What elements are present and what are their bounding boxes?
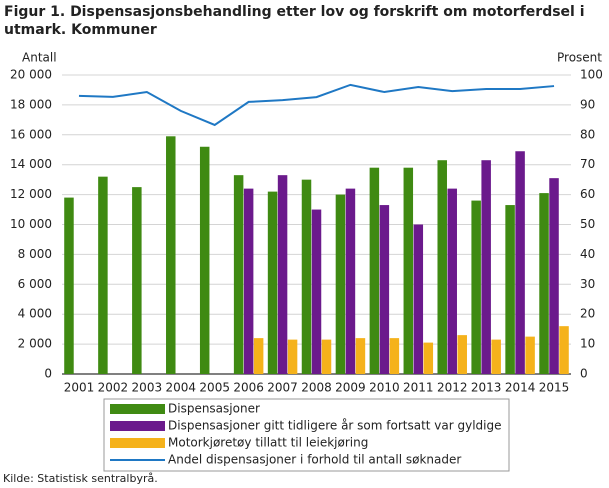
x-tick-label: 2009: [335, 381, 366, 395]
y-tick-label: 12 000: [10, 187, 52, 201]
y2-tick-label: 40: [580, 247, 595, 261]
y2-tick-label: 60: [580, 187, 595, 201]
bar: [549, 178, 559, 374]
y-tick-label: 16 000: [10, 127, 52, 141]
y2-tick-label: 0: [580, 367, 588, 381]
bar: [267, 191, 278, 374]
y-tick-label: 18 000: [10, 97, 52, 111]
x-tick-label: 2015: [539, 381, 570, 395]
y2-tick-label: 30: [580, 277, 595, 291]
legend-swatch: [110, 404, 165, 414]
bar: [166, 136, 176, 374]
y-tick-label: 6 000: [18, 277, 52, 291]
bar: [491, 339, 501, 374]
bar: [525, 336, 535, 374]
x-tick-label: 2010: [369, 381, 400, 395]
x-tick-label: 2001: [64, 381, 95, 395]
legend-label: Andel dispensasjoner i forhold til antal…: [168, 453, 461, 467]
y2-tick-label: 80: [580, 127, 595, 141]
bar: [287, 339, 298, 374]
legend-label: Dispensasjoner gitt tidligere år som for…: [168, 419, 502, 433]
x-tick-label: 2004: [165, 381, 196, 395]
bar: [301, 179, 312, 374]
bar: [447, 188, 457, 374]
legend-swatch: [110, 421, 165, 431]
x-tick-label: 2007: [267, 381, 298, 395]
bar: [253, 338, 264, 374]
x-tick-label: 2011: [403, 381, 434, 395]
bar: [539, 193, 549, 374]
legend-label: Dispensasjoner: [168, 402, 260, 416]
bar: [64, 197, 74, 374]
y-tick-label: 2 000: [18, 337, 52, 351]
bar: [389, 338, 400, 374]
bar: [457, 335, 467, 374]
bar: [277, 175, 288, 374]
bar: [132, 187, 142, 374]
y-axis-label: Antall: [22, 51, 57, 65]
bar: [321, 339, 332, 374]
source: Kilde: Statistisk sentralbyrå.: [3, 472, 158, 485]
y-tick-label: 4 000: [18, 307, 52, 321]
bar: [559, 326, 569, 374]
bar: [355, 338, 366, 374]
bar: [481, 160, 491, 374]
bar: [379, 205, 390, 374]
bar: [199, 146, 210, 374]
y2-tick-label: 90: [580, 97, 595, 111]
chart-title: Figur 1. Dispensasjonsbehandling etter l…: [4, 4, 585, 38]
bar: [345, 188, 356, 374]
bar: [403, 167, 414, 374]
y-tick-label: 10 000: [10, 217, 52, 231]
x-tick-label: 2013: [471, 381, 502, 395]
y2-tick-label: 100: [580, 68, 603, 82]
bar: [423, 342, 434, 374]
y2-tick-label: 70: [580, 157, 595, 171]
bar: [471, 200, 481, 374]
bar: [369, 167, 380, 374]
bar: [413, 224, 424, 374]
x-tick-label: 2005: [199, 381, 230, 395]
x-tick-label: 2002: [98, 381, 129, 395]
y-tick-label: 0: [44, 367, 52, 381]
x-tick-label: 2008: [301, 381, 332, 395]
legend-label: Motorkjøretøy tillatt til leiekjøring: [168, 436, 368, 450]
bar: [335, 194, 346, 374]
bar: [437, 160, 447, 374]
line: [78, 83, 555, 127]
y2-axis-label: Prosent: [557, 51, 602, 65]
x-tick-label: 2012: [437, 381, 468, 395]
legend-box: [103, 398, 510, 472]
y-tick-label: 8 000: [18, 247, 52, 261]
y2-tick-label: 20: [580, 307, 595, 321]
bar: [98, 176, 108, 374]
y-tick-label: 14 000: [10, 157, 52, 171]
y-tick-label: 20 000: [10, 68, 52, 82]
x-tick-label: 2006: [233, 381, 264, 395]
y2-tick-label: 10: [580, 337, 595, 351]
bar: [233, 175, 244, 374]
x-tick-label: 2014: [505, 381, 536, 395]
bar: [505, 205, 515, 374]
bar: [311, 209, 322, 374]
bar: [243, 188, 254, 374]
legend-swatch: [110, 438, 165, 448]
x-tick-label: 2003: [132, 381, 163, 395]
y2-tick-label: 50: [580, 217, 595, 231]
bar: [515, 151, 525, 374]
